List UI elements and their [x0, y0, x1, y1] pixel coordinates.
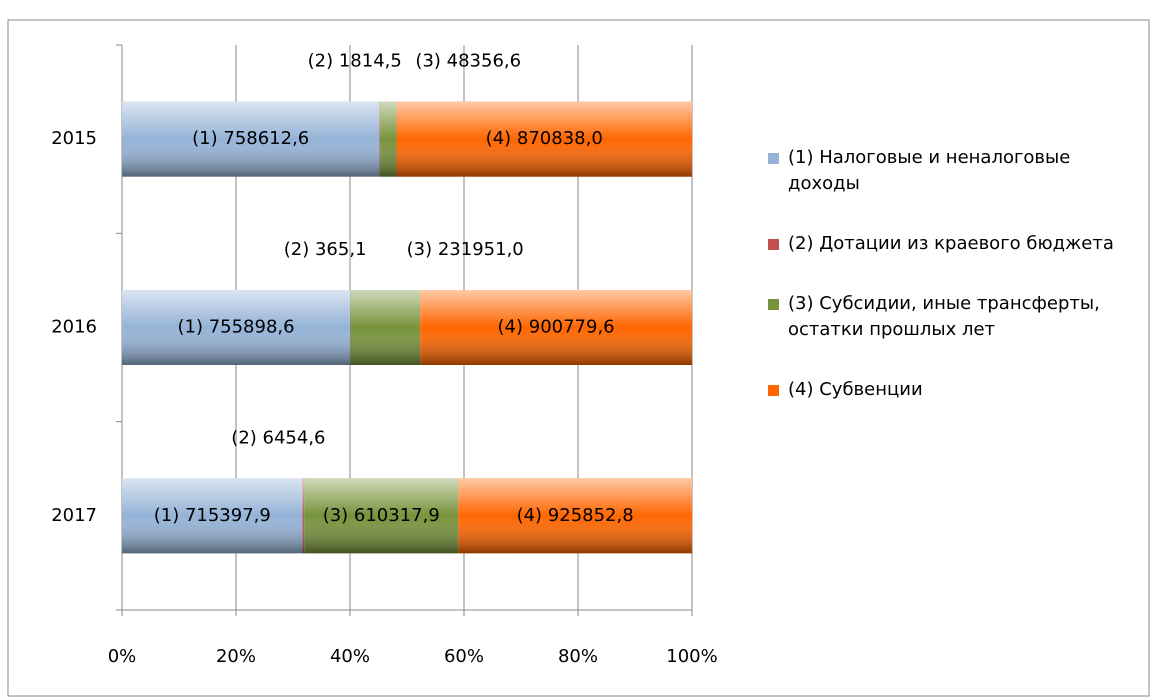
data-label: (3) 610317,9 [323, 505, 440, 526]
data-label: (2) 365,1 [284, 239, 367, 260]
data-label: (2) 6454,6 [231, 427, 325, 448]
bar-shade [122, 101, 380, 177]
bar-shade [350, 290, 421, 365]
bar-shade [458, 478, 692, 554]
x-tick-label: 100% [666, 646, 717, 667]
x-tick-label: 60% [444, 646, 484, 667]
data-label: (3) 48356,6 [415, 51, 521, 72]
data-label: (3) 231951,0 [407, 239, 524, 260]
legend-item: (1) Налоговые и неналоговые доходы [768, 145, 1138, 197]
data-label: (1) 758612,6 [192, 128, 309, 149]
legend-swatch [768, 239, 779, 250]
bar-shade [396, 101, 692, 177]
x-tick-label: 20% [216, 646, 256, 667]
x-tick-label: 0% [108, 646, 137, 667]
bar-shade [122, 478, 303, 554]
legend-item: (2) Дотации из краевого бюджета [768, 231, 1138, 257]
data-label: (4) 900779,6 [498, 317, 615, 338]
x-tick-label: 40% [330, 646, 370, 667]
legend-swatch [768, 385, 779, 396]
legend-swatch [768, 299, 779, 310]
data-label: (4) 870838,0 [486, 128, 603, 149]
y-tick-label: 2017 [51, 505, 97, 526]
bar-shade [379, 101, 381, 177]
y-tick-label: 2016 [51, 317, 97, 338]
data-label: (1) 715397,9 [154, 505, 271, 526]
legend-item: (4) Субвенции [768, 377, 1138, 403]
data-label: (4) 925852,8 [517, 505, 634, 526]
bar-shade [380, 101, 397, 177]
data-label: (2) 1814,5 [308, 51, 402, 72]
legend: (1) Налоговые и неналоговые доходы (2) До… [768, 145, 1138, 437]
legend-label: (3) Субсидии, иные трансферты, остатки п… [788, 293, 1100, 340]
bar-shade [302, 478, 305, 554]
legend-label: (1) Налоговые и неналоговые доходы [788, 147, 1071, 194]
y-tick-label: 2015 [51, 128, 97, 149]
data-label: (1) 755898,6 [177, 317, 294, 338]
bar-shade [304, 478, 459, 554]
legend-swatch [768, 153, 779, 164]
legend-label: (4) Субвенции [788, 379, 923, 400]
bar-shade [122, 290, 351, 365]
bar-shade [420, 290, 692, 365]
legend-label: (2) Дотации из краевого бюджета [788, 233, 1114, 254]
legend-item: (3) Субсидии, иные трансферты, остатки п… [768, 291, 1138, 343]
x-tick-label: 80% [558, 646, 598, 667]
